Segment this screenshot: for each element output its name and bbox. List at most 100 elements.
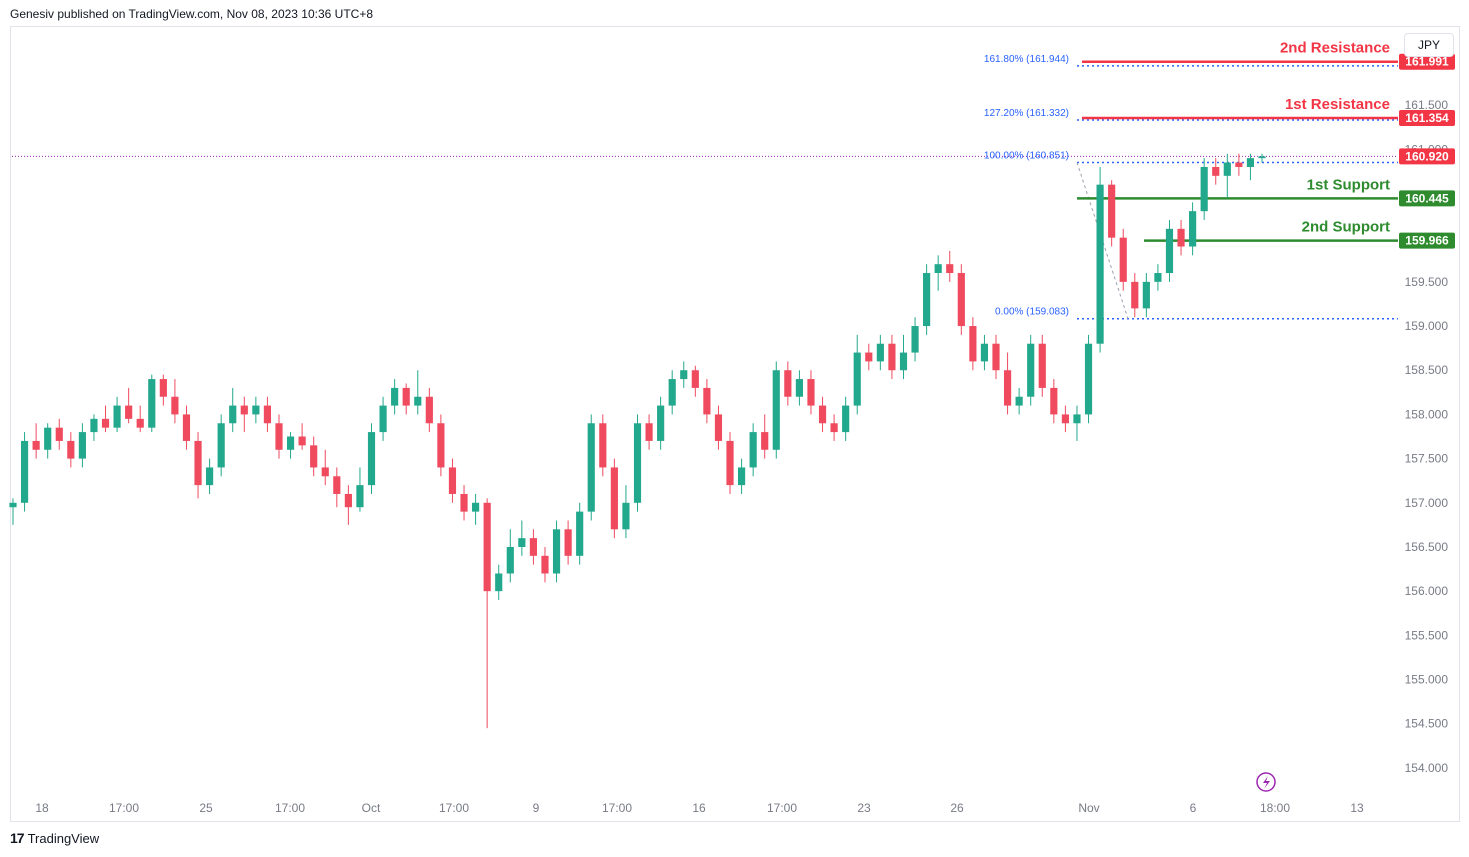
candle-body [206, 467, 214, 486]
candle-body [506, 546, 514, 574]
candle-body [356, 485, 364, 508]
candle-body [807, 379, 815, 406]
candle-body [217, 423, 225, 468]
candle-body [899, 352, 908, 371]
candle-body [1050, 387, 1058, 415]
candle-body [298, 436, 306, 446]
candle-body [946, 264, 954, 274]
candle-body [888, 343, 896, 371]
candle-body [101, 418, 110, 428]
candle-body [934, 264, 942, 274]
candle-body [67, 440, 75, 459]
lightning-bolt-icon [1263, 776, 1270, 789]
candle-body [344, 493, 352, 508]
candle-body [1096, 184, 1104, 344]
candle-body [1073, 414, 1081, 424]
y-tick-label: 155.000 [1405, 673, 1449, 687]
candle-body [541, 555, 549, 574]
y-tick-label: 157.500 [1405, 452, 1449, 466]
candle-body [830, 423, 838, 433]
candle-body [1200, 166, 1208, 212]
candle-body [564, 529, 572, 556]
last-price-badge-label: 160.920 [1405, 149, 1449, 163]
candle-body [772, 370, 780, 450]
candle-body [980, 343, 989, 362]
candle-body [483, 502, 491, 592]
candle-body [749, 432, 757, 468]
candle-body [495, 573, 503, 592]
candle-body [923, 273, 931, 327]
price-badge [1399, 232, 1455, 249]
candle-body [240, 405, 248, 415]
x-tick-label: 18 [35, 801, 49, 815]
price-badge-label: 160.445 [1405, 191, 1449, 205]
chart-frame [10, 26, 1460, 822]
candle-body [853, 352, 861, 406]
y-tick-label: 159.500 [1405, 275, 1449, 289]
candle-body [842, 405, 850, 433]
candle-body [229, 405, 237, 424]
price-badge-label: 161.991 [1405, 55, 1449, 69]
candle-body [1119, 237, 1127, 282]
candle-body [171, 396, 179, 415]
candle-body [761, 432, 769, 450]
currency-button[interactable]: JPY [1404, 33, 1454, 57]
price-badge [1399, 190, 1455, 207]
candle-body [448, 467, 457, 494]
candle-body [610, 467, 618, 530]
candle-body [576, 511, 584, 556]
lightning-icon [1256, 772, 1276, 792]
candle-body [252, 405, 260, 415]
candle-body [263, 405, 272, 424]
candle-body [668, 379, 676, 406]
x-tick-label: Oct [362, 801, 381, 815]
candle-body [194, 440, 202, 486]
candle-body [1027, 343, 1035, 397]
y-tick-label: 156.500 [1405, 540, 1449, 554]
candle-body [425, 396, 433, 424]
candle-body [1212, 166, 1220, 176]
tradingview-brand-text: TradingView [27, 830, 100, 846]
candle-body [726, 440, 734, 486]
y-tick-label: 154.500 [1405, 717, 1449, 731]
y-tick-label: 158.500 [1405, 363, 1449, 377]
x-tick-label: 17:00 [602, 801, 632, 815]
candle-body [1142, 281, 1150, 309]
candle-body [367, 432, 376, 486]
last-price-badge [1399, 148, 1455, 165]
candle-body [9, 502, 17, 508]
candle-body [136, 418, 144, 428]
candle-body [275, 423, 283, 450]
candle-body [737, 467, 746, 486]
publisher-header: Genesiv published on TradingView.com, No… [10, 7, 373, 21]
candle-body [587, 423, 595, 512]
candle-body [795, 379, 803, 397]
candle-body [1235, 162, 1243, 167]
x-tick-label: 17:00 [439, 801, 469, 815]
level-name-label: 2nd Resistance [1280, 40, 1390, 57]
fib-level-label: 0.00% (159.083) [995, 307, 1069, 318]
candle-body [414, 396, 422, 406]
candle-body [1154, 273, 1162, 282]
y-tick-label: 156.000 [1405, 584, 1449, 598]
x-tick-label: 9 [533, 801, 540, 815]
candle-body [1258, 156, 1266, 159]
y-tick-label: 157.000 [1405, 496, 1449, 510]
candle-body [633, 423, 642, 503]
tradingview-logo-icon: 17 [10, 830, 25, 846]
candle-body [402, 387, 410, 406]
candle-body [1165, 228, 1174, 274]
candle-body [911, 326, 919, 353]
price-badge-label: 161.354 [1405, 111, 1449, 125]
candle-body [876, 343, 884, 362]
candle-body [1108, 184, 1116, 238]
candle-body [1189, 211, 1197, 247]
fib-level-label: 100.00% (160.851) [984, 150, 1069, 161]
candle-body [391, 387, 399, 406]
candle-body [969, 326, 977, 362]
candle-body [818, 405, 827, 424]
candle-body [703, 387, 711, 415]
candle-body [90, 418, 98, 433]
candle-body [125, 405, 133, 419]
